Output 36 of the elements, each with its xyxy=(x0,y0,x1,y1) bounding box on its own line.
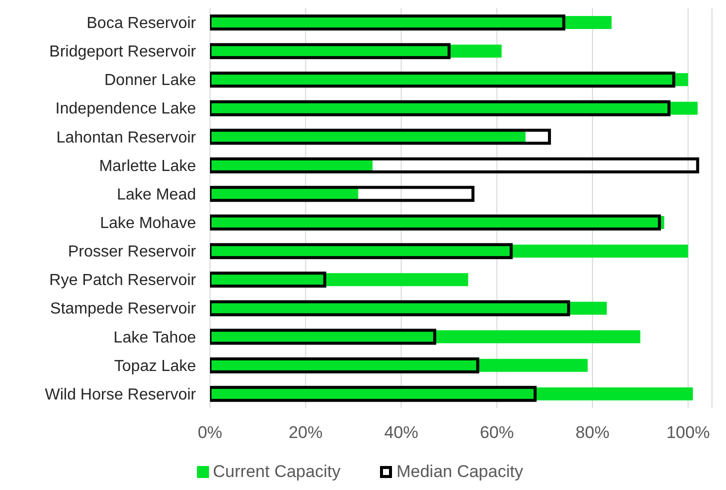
y-tick-label: Bridgeport Reservoir xyxy=(49,44,197,61)
bar xyxy=(210,128,551,145)
y-tick-label: Lake Tahoe xyxy=(114,329,196,346)
y-tick-label: Topaz Lake xyxy=(114,358,196,375)
legend-label: Current Capacity xyxy=(212,462,340,482)
y-tick-label: Independence Lake xyxy=(55,100,196,118)
y-tick-label: Lahontan Reservoir xyxy=(56,129,197,146)
bar xyxy=(210,357,480,374)
bar xyxy=(210,72,676,88)
bar xyxy=(210,386,537,402)
y-tick-label: Stampede Reservoir xyxy=(50,300,197,318)
y-tick-label: Prosser Reservoir xyxy=(68,244,197,261)
y-tick-label: Rye Patch Reservoir xyxy=(49,272,197,290)
y-tick-label: Marlette Lake xyxy=(99,158,196,175)
x-tick-label: 0% xyxy=(198,423,222,442)
bar xyxy=(210,243,513,260)
y-tick-label: Boca Reservoir xyxy=(86,14,197,32)
bar xyxy=(210,300,570,316)
y-tick-label: Lake Mohave xyxy=(100,214,196,232)
x-tick-label: 60% xyxy=(480,423,514,442)
x-tick-label: 100% xyxy=(666,423,710,442)
y-tick-label: Lake Mead xyxy=(116,186,196,204)
bar xyxy=(210,328,436,345)
x-tick-label: 40% xyxy=(384,423,418,442)
legend-label: Median Capacity xyxy=(395,462,524,482)
bar xyxy=(210,272,326,288)
y-tick-label: Wild Horse Reservoir xyxy=(44,386,197,404)
bar xyxy=(210,214,661,230)
x-tick-label: 20% xyxy=(288,423,323,442)
bar xyxy=(210,14,566,30)
y-tick-label: Donner Lake xyxy=(104,72,196,90)
bar xyxy=(210,43,451,60)
x-tick-label: 80% xyxy=(575,423,610,442)
bar xyxy=(210,100,670,116)
bar xyxy=(210,157,700,174)
bar xyxy=(210,186,474,202)
